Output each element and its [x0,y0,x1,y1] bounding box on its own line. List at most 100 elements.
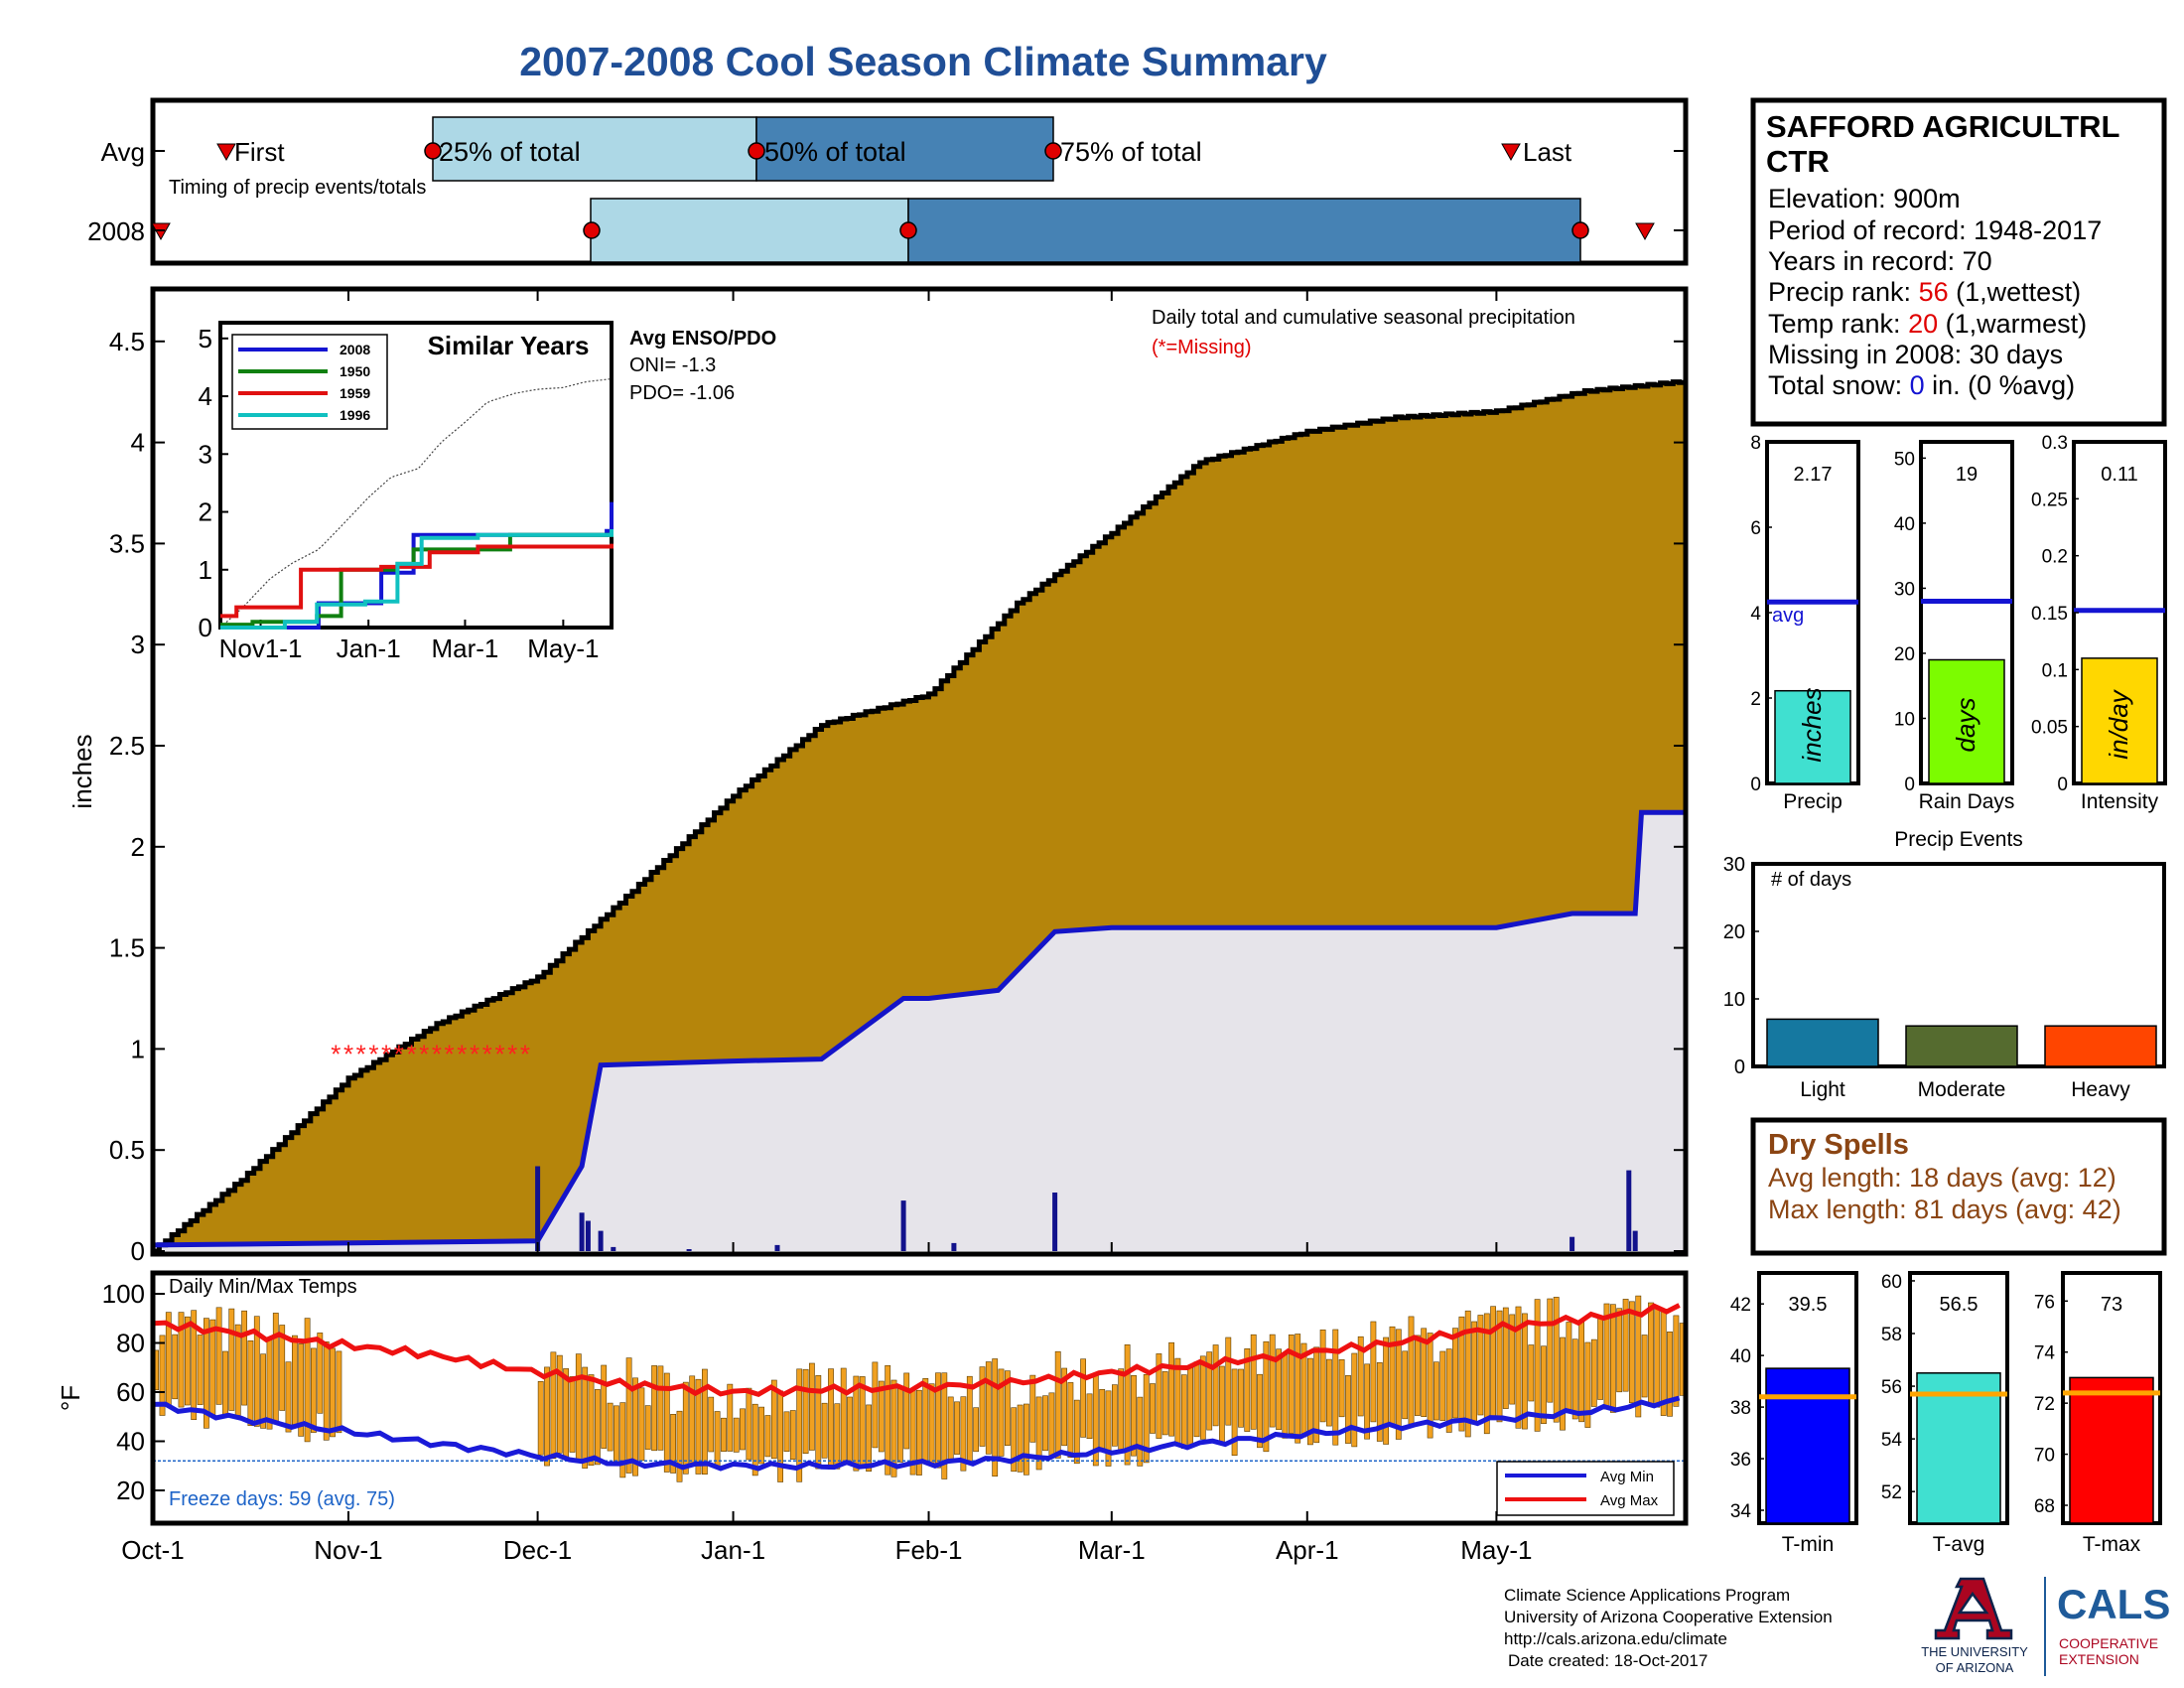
daily-temp-bar [1307,1357,1313,1446]
daily-temp-bar [1471,1321,1477,1425]
daily-temp-bar [721,1417,727,1452]
enso-oni: ONI= -1.3 [629,354,716,376]
daily-temp-bar [796,1368,803,1482]
season-2008-line [152,809,1686,1248]
daily-temp-bar [966,1375,973,1465]
daily-temp-bar [304,1318,311,1443]
timing-q50-label: 50% of total [764,137,906,167]
main-ytick-label: 0 [131,1236,145,1266]
stat-unit-label: days [1951,698,1980,753]
timing-frame [150,97,1689,266]
daily-temp-bar [746,1387,752,1461]
temp-y-label: °F [56,1385,85,1411]
first-last-marker [1635,222,1655,241]
daily-temp-bar [1118,1368,1125,1452]
temp-stat-category-label: T-max [2083,1533,2141,1556]
daily-temp-bar [266,1339,273,1430]
date-xtick-label: Dec-1 [503,1535,572,1565]
daily-precip-bar [1052,1193,1058,1251]
missing-day-marker: * [356,1039,366,1068]
footer-credits: Climate Science Applications Program Uni… [1504,1577,2170,1676]
temp-ytick-label: 20 [116,1476,145,1505]
daily-temp-bar [1326,1358,1332,1427]
precip-events-panel: Precip Events # of days 0 10 20 30 Light Modera… [1723,828,2166,1101]
dry-spells-max: Max length: 81 days (avg: 42) [1768,1195,2121,1224]
figure-title: 2007-2008 Cool Season Climate Summary [519,39,1327,84]
daily-temp-bar [1648,1302,1654,1407]
stat-ytick-label: 0.25 [2031,490,2068,510]
first-last-marker [1501,143,1521,162]
daily-temp-bar [866,1404,872,1473]
daily-temp-bar [1547,1298,1554,1403]
temp-stat-ytick-label: 54 [1881,1430,1903,1451]
dry-spells-title: Dry Spells [1768,1129,1909,1161]
date-x-axis: Oct-1 Nov-1 Dec-1 Jan-1 Feb-1 Mar-1 Apr-1 May-1 [121,289,1533,1565]
inset-ytick-label: 5 [199,324,212,353]
events-inner-label: # of days [1771,869,1851,891]
event-category-label: Light [1800,1078,1845,1101]
date-xtick-label: Oct-1 [121,1535,185,1565]
daily-temp-bar [947,1396,954,1462]
daily-temp-bar [1439,1350,1446,1421]
footer-line2: University of Arizona Cooperative Extens… [1504,1608,1833,1626]
daily-temp-bar [1635,1295,1642,1418]
daily-temp-bar [1522,1313,1528,1430]
station-elevation: Elevation: 900m [1768,184,1961,213]
inset-year-line-1996 [220,529,614,630]
daily-temp-bar [903,1372,910,1450]
daily-temp-bar [935,1372,941,1469]
temp-stat-bar [1765,1367,1850,1524]
temperature-stat-panels: 39.5 T-min 34 36 38 40 42 56.5 T-avg 52 54 56 58 60 73… [1730,1271,2162,1556]
year-q25-q50-box [590,198,909,263]
inset-legend-label: 2008 [340,342,370,357]
stat-ytick-label: 0.15 [2031,604,2068,625]
daily-temp-bar [197,1335,204,1405]
stat-ytick-label: 0.2 [2042,547,2068,568]
daily-temp-bar [992,1358,999,1477]
precip-timing-panel: Avg 2008 Timing of precip events/totals … [87,97,1689,266]
main-ytick-label: 1 [131,1034,145,1063]
main-legend-missing: (*=Missing) [1152,337,1252,358]
daily-temp-bar [758,1406,764,1465]
inset-legend-label: 1950 [340,363,370,379]
stat-ytick-label: 4 [1750,604,1761,625]
daily-temp-bar [751,1403,758,1477]
snow-value: 0 [1910,370,1925,400]
daily-temp-bar [789,1410,796,1461]
inset-ytick-label: 1 [199,555,212,585]
daily-temp-bar [1673,1315,1680,1407]
daily-temp-bar [1257,1373,1263,1449]
daily-temp-bar [1483,1313,1490,1435]
daily-temp-bar [260,1353,266,1429]
daily-temp-bar [1180,1374,1187,1449]
daily-temp-bar [1206,1351,1213,1431]
temp-stat-ytick-label: 68 [2034,1496,2055,1517]
daily-temp-bar [1219,1365,1225,1443]
daily-temp-bar [1528,1344,1535,1402]
avg-max-line [152,1303,1681,1398]
temp-stat-ytick-label: 42 [1730,1295,1751,1316]
station-frame [1750,97,2167,427]
stat-unit-label: in/day [2104,688,2133,759]
enso-pdo: PDO= -1.06 [629,382,735,404]
daily-temp-bar [1150,1383,1156,1434]
temp-stat-ytick-label: 36 [1730,1450,1751,1471]
timing-q75-label: 75% of total [1060,137,1202,167]
daily-temp-bar [638,1387,645,1462]
footer-line4: Date created: 18-Oct-2017 [1508,1651,1707,1670]
daily-temp-bar [1332,1329,1339,1446]
daily-temp-bar [657,1365,664,1451]
stat-ytick-label: 2 [1750,689,1761,710]
daily-temp-bar [651,1365,657,1452]
daily-temp-bar [1622,1299,1629,1392]
main-ytick-label: 2 [131,832,145,862]
missing-day-marker: * [406,1039,416,1068]
daily-temp-bar [253,1316,260,1427]
daily-temp-bar [1263,1340,1270,1453]
station-period: Period of record: 1948-2017 [1768,215,2102,245]
event-bar-heavy [2044,1025,2157,1067]
daily-temp-bar [1067,1382,1074,1459]
